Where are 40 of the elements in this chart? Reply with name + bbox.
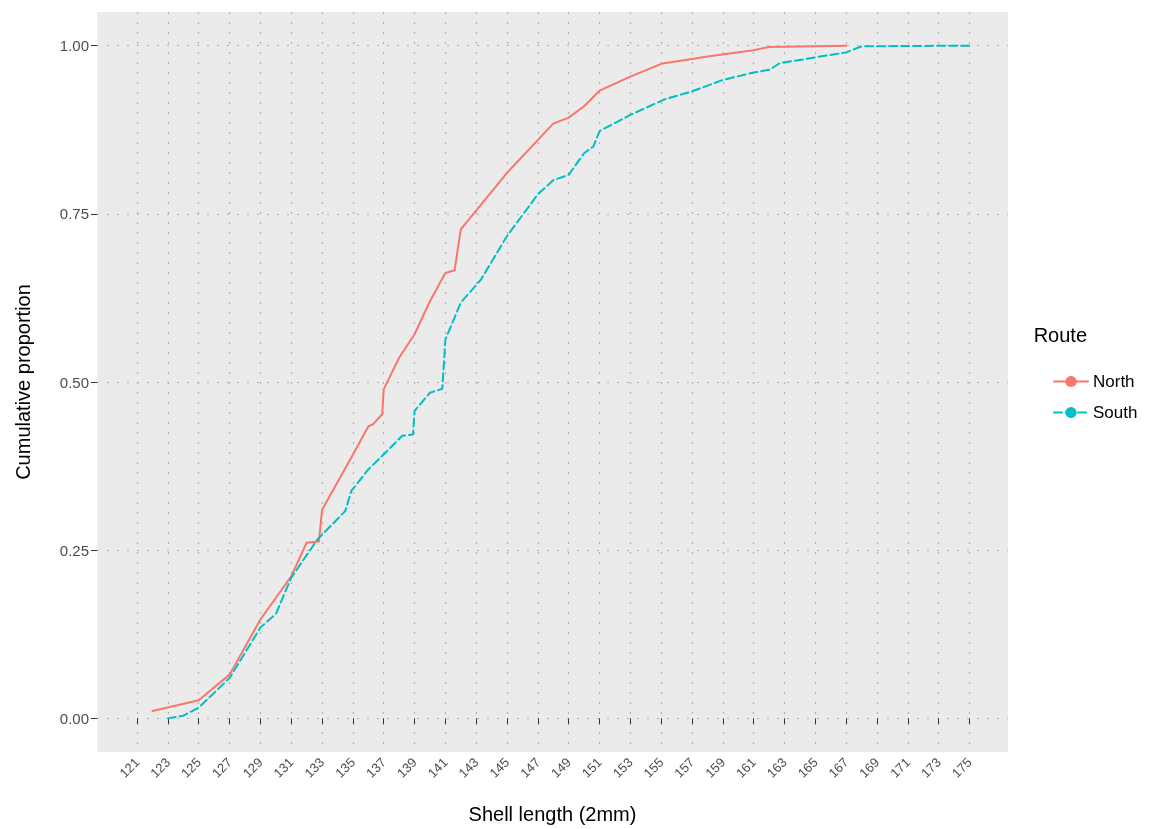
legend-label: South [1093,403,1138,422]
x-tick-label: 175 [948,754,975,781]
x-tick-label: 167 [825,754,852,781]
x-tick-label: 149 [548,754,574,781]
y-tick-label: 0.75 [59,205,89,223]
x-tick-label: 135 [332,754,359,781]
line-series [166,44,971,720]
x-tick-label: 163 [763,754,790,781]
x-tick-label: 169 [856,754,883,781]
x-tick-label: 141 [424,754,451,781]
y-axis-title: Cumulative proportion [12,284,34,480]
x-axis-title: Shell length (2mm) [468,803,637,825]
x-tick-label: 159 [702,754,729,781]
legend-title: Route [1033,324,1088,346]
x-tick-label: 125 [178,754,205,781]
x-tick-label: 129 [239,754,266,781]
x-tick-label: 143 [455,754,482,781]
y-tick-label: 0.25 [59,541,89,559]
x-tick-label: 123 [147,754,174,781]
line-series [151,44,848,712]
x-tick-label: 137 [363,754,390,781]
x-tick-label: 131 [270,754,297,781]
y-tick-label: 1.00 [59,37,89,55]
x-tick-label: 151 [578,754,605,781]
y-tick-label: 0.50 [59,373,89,391]
x-tick-label: 127 [208,754,235,781]
x-tick-label: 121 [116,754,143,781]
y-tick-label: 0.00 [59,709,89,727]
legend-label: North [1093,372,1135,391]
x-tick-label: 165 [794,754,821,781]
x-tick-label: 173 [918,754,944,781]
x-tick-label: 155 [640,754,667,781]
x-tick-label: 157 [671,754,698,781]
x-tick-label: 161 [733,754,759,781]
x-tick-label: 171 [887,754,914,781]
x-tick-label: 133 [301,754,328,781]
x-tick-label: 147 [517,754,544,781]
x-tick-label: 153 [609,754,636,781]
x-tick-label: 145 [486,754,513,781]
x-tick-label: 139 [393,754,420,781]
